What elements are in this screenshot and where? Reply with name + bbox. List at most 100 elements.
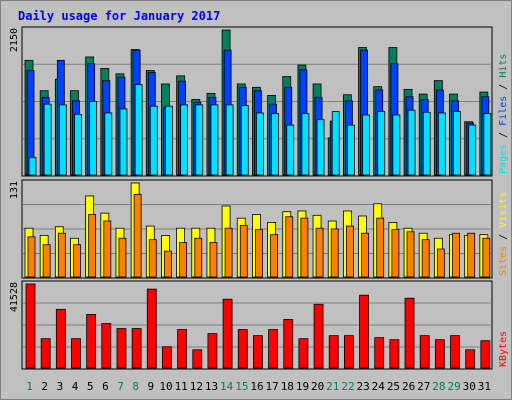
bar-kbytes: [192, 349, 203, 369]
legend-sites: Sites: [498, 246, 509, 276]
x-tick-label: 2: [41, 380, 48, 393]
x-tick-label: 19: [296, 380, 309, 393]
legend-separator: /: [498, 126, 509, 144]
bar-kbytes: [131, 328, 142, 369]
bar-kbytes: [162, 346, 172, 369]
bar-pages: [407, 109, 416, 176]
bar-pages: [316, 119, 325, 176]
legend-visits: Visits: [498, 192, 509, 228]
bar-kbytes: [116, 328, 127, 369]
right-legend-label: Pages / Files / Hits: [498, 54, 509, 174]
bar-sites: [239, 224, 248, 278]
bar-kbytes: [55, 308, 66, 369]
x-tick-label: 8: [132, 380, 139, 393]
bar-kbytes: [374, 337, 385, 369]
bar-sites: [57, 232, 66, 278]
chart-title: Daily usage for January 2017: [18, 9, 220, 23]
bar-sites: [452, 232, 460, 278]
bar-sites: [27, 236, 36, 278]
x-tick-label: 28: [432, 380, 445, 393]
bar-pages: [346, 124, 355, 176]
bar-kbytes: [313, 303, 324, 369]
bar-pages: [149, 105, 158, 176]
bar-pages: [301, 113, 310, 176]
bar-sites: [361, 232, 369, 278]
panel-pages-files-hits: 2150 Pages / Files / Hits: [9, 26, 509, 177]
bar-sites: [194, 237, 203, 278]
x-tick-label: 1: [26, 380, 33, 393]
x-tick-label: 29: [447, 380, 460, 393]
bar-sites: [467, 232, 476, 278]
bar-sites: [164, 250, 172, 278]
x-tick-label: 12: [190, 380, 203, 393]
bar-kbytes: [146, 288, 157, 369]
bar-pages: [468, 124, 477, 176]
bar-pages: [331, 111, 340, 176]
legend-pages: Pages: [498, 144, 509, 174]
bar-kbytes: [404, 297, 415, 369]
x-tick-label: 22: [341, 380, 354, 393]
bar-kbytes: [253, 335, 263, 369]
legend-separator: /: [498, 78, 509, 96]
bar-sites: [300, 217, 309, 278]
bar-sites: [118, 237, 127, 278]
bar-sites: [482, 237, 491, 278]
bar-pages: [28, 157, 37, 176]
bar-kbytes: [343, 335, 354, 369]
right-legend-label: KBytes: [498, 331, 509, 367]
bar-kbytes: [86, 313, 97, 369]
x-tick-label: 7: [117, 380, 124, 393]
bar-pages: [271, 113, 279, 176]
bar-kbytes: [207, 333, 218, 369]
bar-sites: [255, 229, 263, 278]
bar-kbytes: [40, 338, 51, 369]
legend-hits: Hits: [498, 54, 509, 78]
bar-kbytes: [283, 319, 294, 369]
bar-pages: [437, 112, 446, 176]
x-tick-label: 20: [311, 380, 324, 393]
bar-pages: [286, 124, 295, 176]
x-tick-label: 3: [57, 380, 64, 393]
y-max-label: 131: [9, 181, 20, 199]
bar-kbytes: [71, 338, 81, 369]
bar-pages: [89, 101, 98, 176]
x-tick-label: 23: [357, 380, 370, 393]
bar-kbytes: [177, 329, 188, 369]
legend-separator: /: [498, 228, 509, 246]
bar-kbytes: [450, 335, 460, 369]
bar-kbytes: [328, 335, 339, 369]
x-tick-label: 16: [250, 380, 263, 393]
bar-pages: [377, 111, 386, 176]
bar-kbytes: [480, 340, 491, 369]
x-tick-label: 27: [417, 380, 430, 393]
x-tick-label: 9: [148, 380, 155, 393]
y-max-label: 41528: [9, 282, 20, 312]
bar-pages: [134, 84, 143, 176]
x-tick-label: 25: [387, 380, 400, 393]
bar-pages: [58, 104, 67, 176]
bar-pages: [180, 104, 189, 176]
bar-sites: [103, 220, 112, 278]
bar-sites: [436, 248, 445, 278]
bar-kbytes: [389, 339, 400, 369]
bar-sites: [421, 239, 430, 278]
panel-visits-sites: 131 Sites / Visits: [9, 179, 509, 279]
bar-pages: [165, 105, 173, 176]
x-tick-label: 11: [175, 380, 188, 393]
bar-kbytes: [101, 323, 112, 369]
x-tick-label: 30: [463, 380, 476, 393]
bar-sites: [209, 242, 218, 278]
bar-sites: [179, 242, 188, 278]
bar-pages: [104, 112, 113, 176]
bar-sites: [270, 234, 278, 278]
bar-kbytes: [237, 329, 248, 369]
x-tick-label: 13: [205, 380, 218, 393]
x-tick-label: 17: [266, 380, 279, 393]
x-tick-label: 18: [281, 380, 294, 393]
bar-kbytes: [465, 349, 476, 369]
bar-kbytes: [298, 338, 309, 369]
bar-kbytes: [25, 283, 36, 369]
bar-kbytes: [419, 335, 430, 369]
bar-pages: [422, 111, 431, 176]
x-tick-label: 31: [478, 380, 491, 393]
